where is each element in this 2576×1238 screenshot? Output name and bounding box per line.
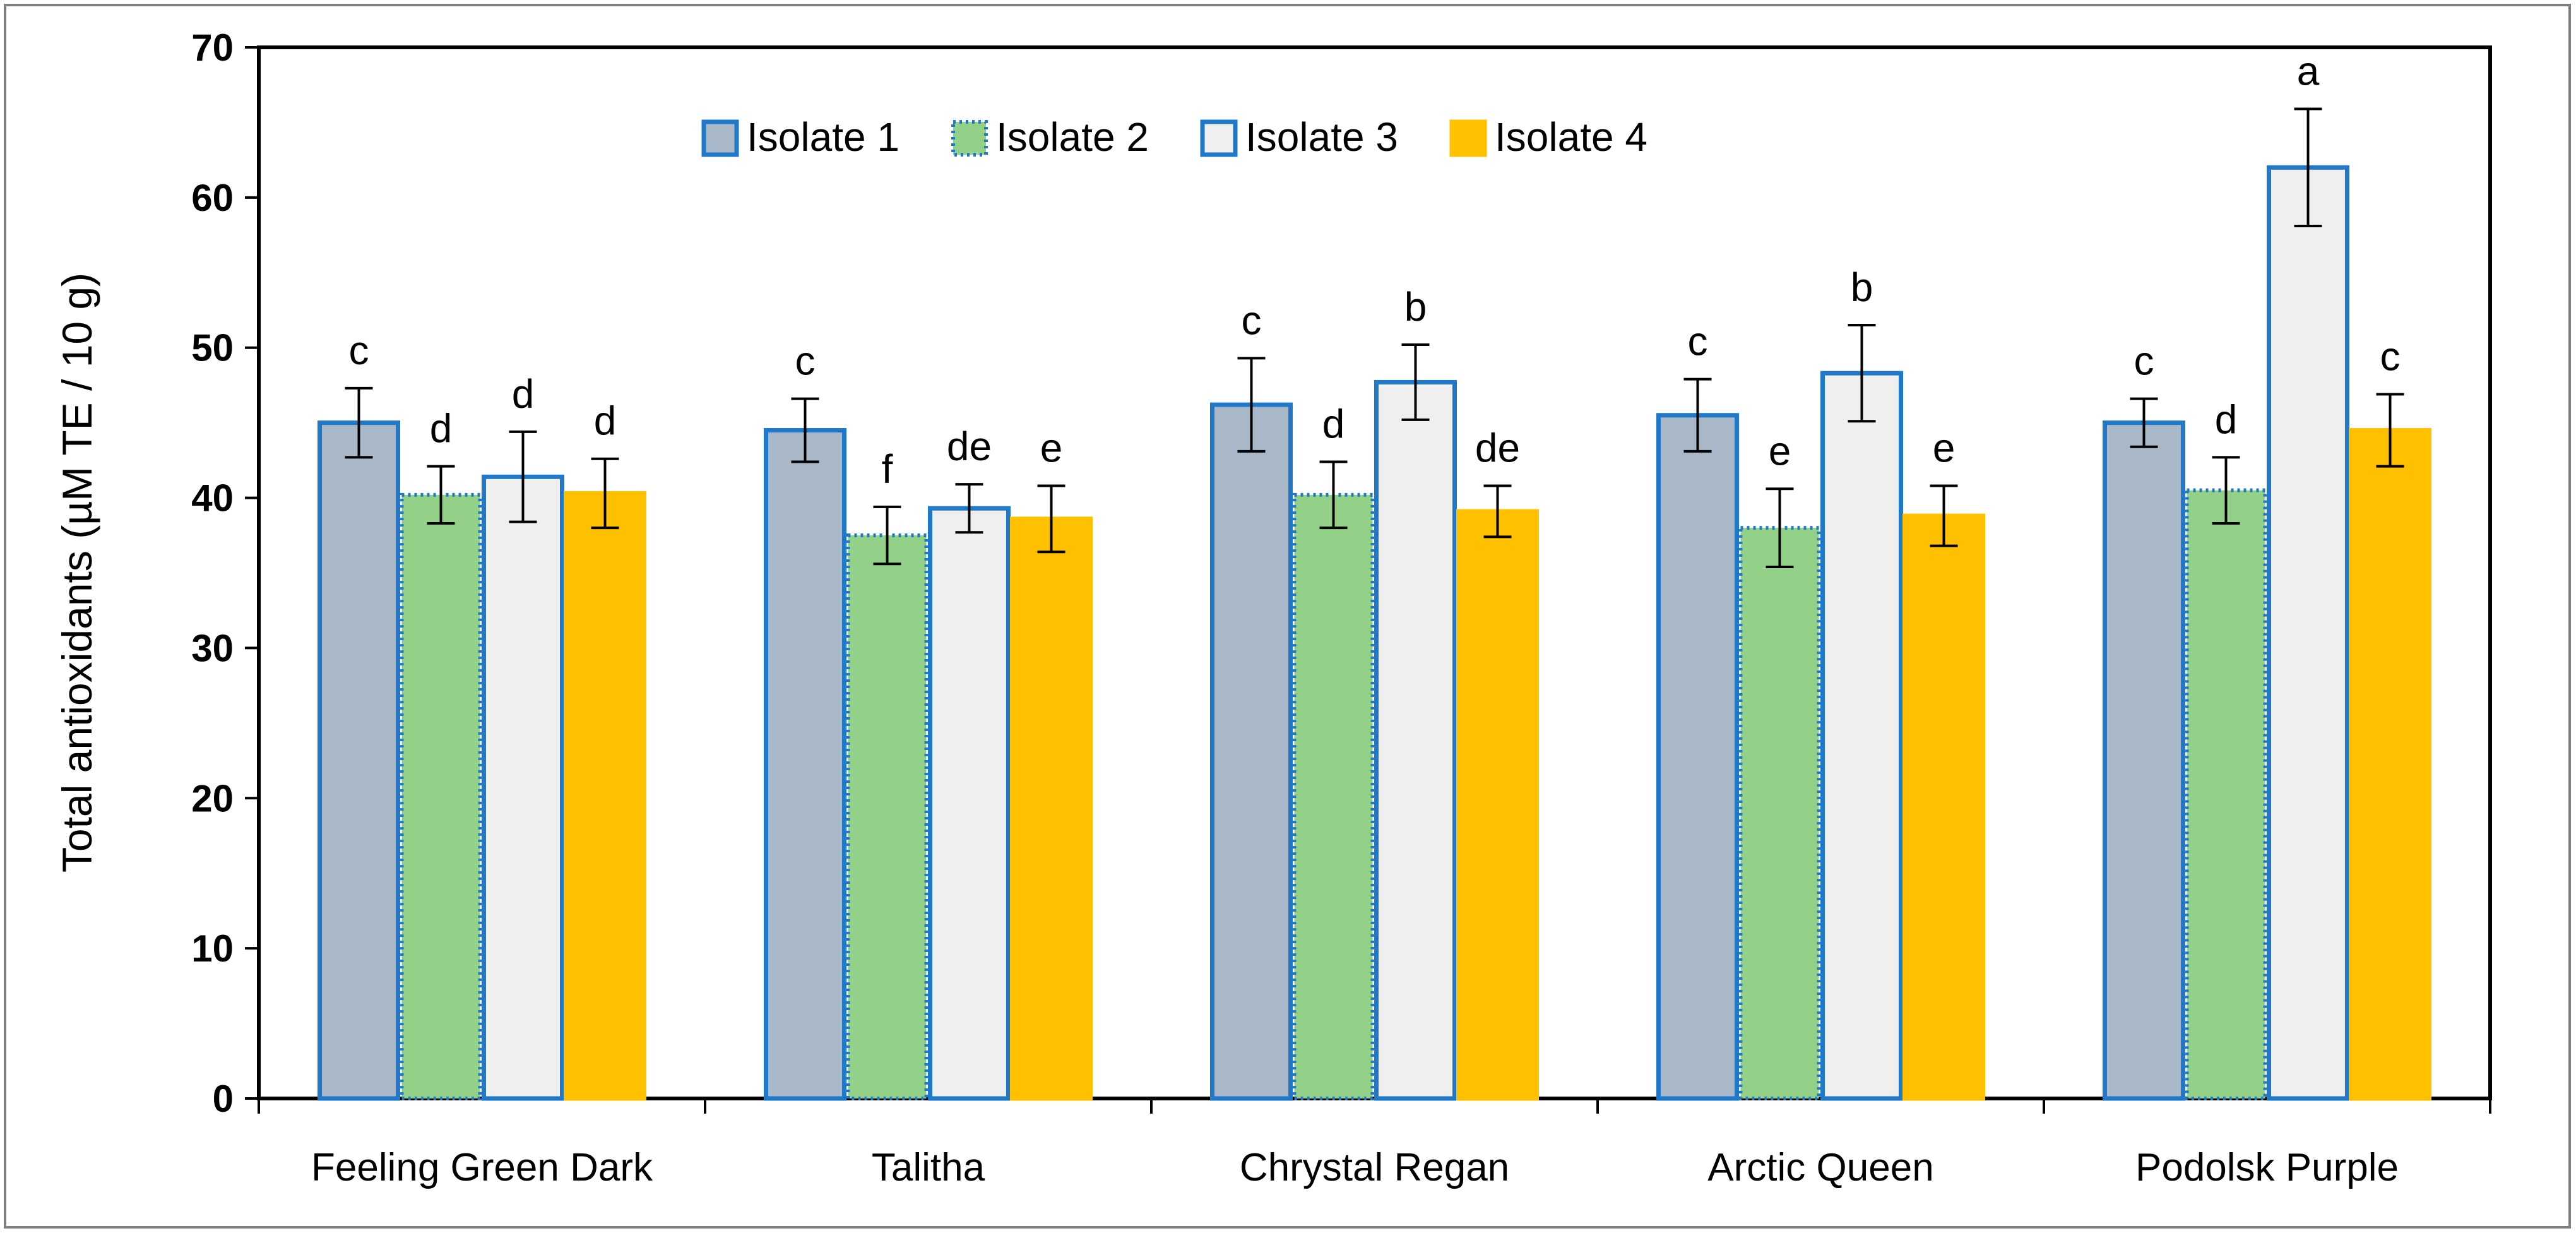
- bar-isolate-2-4: [2185, 488, 2267, 1100]
- error-bar: [2130, 397, 2158, 448]
- legend-swatch: [1449, 119, 1487, 157]
- x-tick-label: Talitha: [872, 1146, 985, 1189]
- y-axis: 0 10 20 30 40 50 60 70: [191, 27, 259, 1120]
- x-tick-label: Feeling Green Dark: [311, 1146, 653, 1189]
- y-axis-title: Total antioxidants (µM TE / 10 g): [54, 273, 100, 872]
- legend-swatch: [951, 120, 988, 157]
- significance-letter: de: [947, 424, 992, 469]
- error-bar: [427, 465, 455, 525]
- significance-letter: de: [1475, 426, 1520, 471]
- error-bar: [1483, 484, 1512, 539]
- error-bar: [1319, 460, 1348, 530]
- bar-isolate-4-4: [2349, 428, 2431, 1101]
- legend-swatch: [701, 119, 739, 157]
- error-bar: [591, 457, 619, 530]
- significance-letter: d: [594, 398, 617, 444]
- bar-isolate-3-2: [1374, 379, 1457, 1101]
- y-tick-label: 40: [191, 477, 234, 520]
- bar-isolate-1-1: [764, 428, 846, 1101]
- bar-isolate-3-0: [482, 474, 564, 1101]
- y-tick-label: 0: [213, 1078, 234, 1120]
- bar-isolate-2-2: [1292, 492, 1375, 1100]
- significance-letter: d: [430, 406, 453, 451]
- bar-isolate-1-0: [318, 420, 400, 1101]
- error-bar: [509, 430, 537, 523]
- legend-label: Isolate 1: [747, 114, 899, 160]
- significance-letter: b: [1404, 284, 1427, 330]
- bar-isolate-1-2: [1210, 402, 1293, 1101]
- x-tick-label: Arctic Queen: [1707, 1146, 1933, 1189]
- significance-letter: e: [1040, 426, 1063, 471]
- bar-isolate-1-4: [2103, 420, 2185, 1101]
- error-bar: [1237, 357, 1266, 453]
- x-tick-label: Podolsk Purple: [2135, 1146, 2399, 1189]
- error-bar: [2294, 107, 2322, 228]
- significance-letter: e: [1769, 428, 1791, 473]
- error-bar: [1683, 378, 1712, 453]
- error-bar: [2212, 456, 2240, 525]
- y-tick-label: 60: [191, 177, 234, 219]
- significance-letter: e: [1933, 426, 1956, 471]
- bar-isolate-1-3: [1656, 413, 1739, 1101]
- legend-label: Isolate 2: [996, 114, 1149, 160]
- bar-isolate-4-2: [1456, 509, 1539, 1101]
- error-bars-group: [345, 107, 2404, 568]
- y-tick-label: 10: [191, 927, 234, 970]
- bars-group: [318, 165, 2431, 1101]
- error-bar: [873, 505, 901, 566]
- bar-isolate-2-3: [1738, 526, 1821, 1100]
- legend-swatch: [1200, 119, 1238, 157]
- legend: Isolate 1 Isolate 2 Isolate 3 Isolate 4: [701, 114, 1647, 160]
- bar-isolate-3-4: [2267, 165, 2349, 1101]
- y-tick-label: 20: [191, 777, 234, 819]
- significance-letter: d: [1322, 401, 1345, 446]
- significance-letter: d: [2215, 396, 2238, 442]
- significance-letter: c: [1242, 297, 1262, 343]
- bar-isolate-4-3: [1902, 513, 1985, 1101]
- y-tick-label: 70: [191, 27, 234, 69]
- significance-letter: c: [349, 328, 369, 373]
- x-tick-label: Chrystal Regan: [1240, 1146, 1509, 1189]
- y-tick-label: 50: [191, 327, 234, 369]
- significance-letter: a: [2297, 49, 2320, 94]
- error-bar: [2376, 393, 2404, 468]
- legend-label: Isolate 3: [1245, 114, 1398, 160]
- error-bar: [345, 386, 373, 459]
- bar-isolate-3-1: [928, 506, 1011, 1101]
- significance-letter: b: [1851, 265, 1873, 310]
- bar-isolate-2-1: [846, 533, 929, 1100]
- bar-isolate-4-1: [1010, 516, 1093, 1101]
- x-axis: Feeling Green Dark Talitha Chrystal Regan A…: [258, 1098, 2491, 1189]
- error-bar: [1848, 324, 1876, 423]
- error-bar: [1930, 484, 1958, 547]
- y-tick-label: 30: [191, 627, 234, 669]
- error-bar: [955, 483, 983, 534]
- error-bar: [1766, 487, 1794, 568]
- error-bar: [1401, 343, 1430, 421]
- significance-letter: c: [2380, 333, 2401, 379]
- significance-letters-group: c d d d c f de e c d b de c e b e c d a c: [349, 49, 2401, 492]
- bar-isolate-4-0: [564, 491, 646, 1101]
- error-bar: [1037, 484, 1065, 554]
- significance-letter: c: [1688, 319, 1708, 364]
- significance-letter: f: [882, 446, 893, 492]
- legend-label: Isolate 4: [1495, 114, 1647, 160]
- significance-letter: d: [512, 371, 535, 417]
- error-bar: [791, 397, 819, 463]
- significance-letter: c: [2134, 338, 2154, 384]
- bar-isolate-2-0: [400, 492, 482, 1100]
- significance-letter: c: [795, 338, 816, 384]
- bar-isolate-3-3: [1820, 371, 1903, 1101]
